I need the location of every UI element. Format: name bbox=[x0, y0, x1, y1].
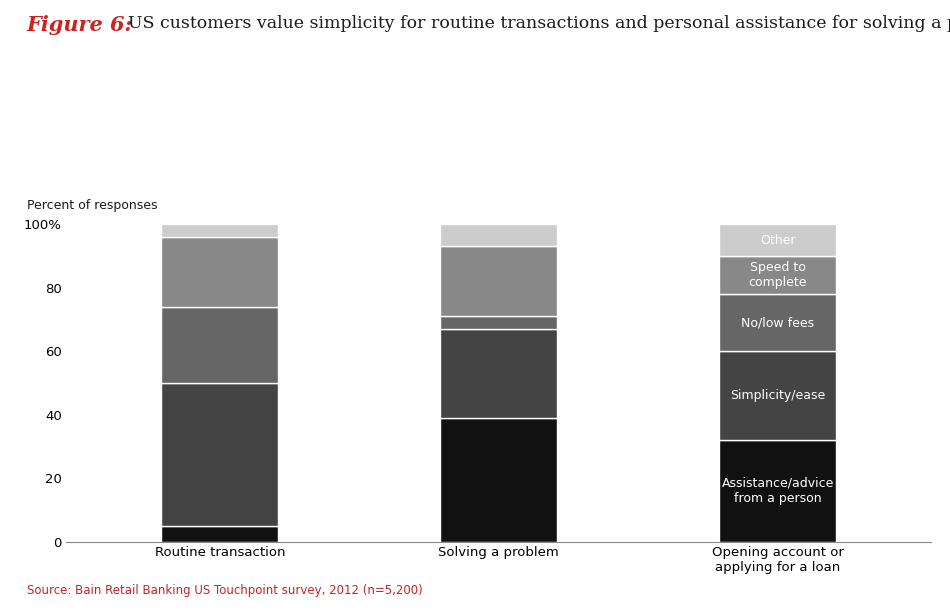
Bar bbox=[719, 256, 836, 294]
Bar bbox=[719, 294, 836, 351]
Text: Speed to
complete: Speed to complete bbox=[749, 261, 807, 289]
Text: Source: Bain Retail Banking US Touchpoint survey, 2012 (n=5,200): Source: Bain Retail Banking US Touchpoin… bbox=[27, 584, 423, 597]
Bar bbox=[162, 383, 278, 526]
Text: Percent of responses: Percent of responses bbox=[27, 199, 157, 212]
Bar bbox=[162, 307, 278, 383]
Bar bbox=[719, 351, 836, 440]
Text: US customers value simplicity for routine transactions and personal assistance f: US customers value simplicity for routin… bbox=[128, 15, 950, 32]
Bar bbox=[719, 440, 836, 542]
Text: "What is most important to your satisfaction with that particular experience?": "What is most important to your satisfac… bbox=[185, 165, 772, 179]
Bar bbox=[162, 237, 278, 307]
Text: Figure 6:: Figure 6: bbox=[27, 15, 133, 35]
Text: No/low fees: No/low fees bbox=[741, 316, 814, 329]
Text: Other: Other bbox=[760, 234, 795, 247]
Bar bbox=[440, 247, 558, 316]
Text: Assistance/advice
from a person: Assistance/advice from a person bbox=[721, 477, 834, 505]
Bar bbox=[440, 316, 558, 329]
Bar bbox=[440, 418, 558, 542]
Bar bbox=[440, 224, 558, 247]
Bar bbox=[440, 329, 558, 418]
Bar bbox=[162, 526, 278, 542]
Bar bbox=[162, 224, 278, 237]
Bar bbox=[719, 224, 836, 256]
Text: Simplicity/ease: Simplicity/ease bbox=[730, 389, 826, 402]
